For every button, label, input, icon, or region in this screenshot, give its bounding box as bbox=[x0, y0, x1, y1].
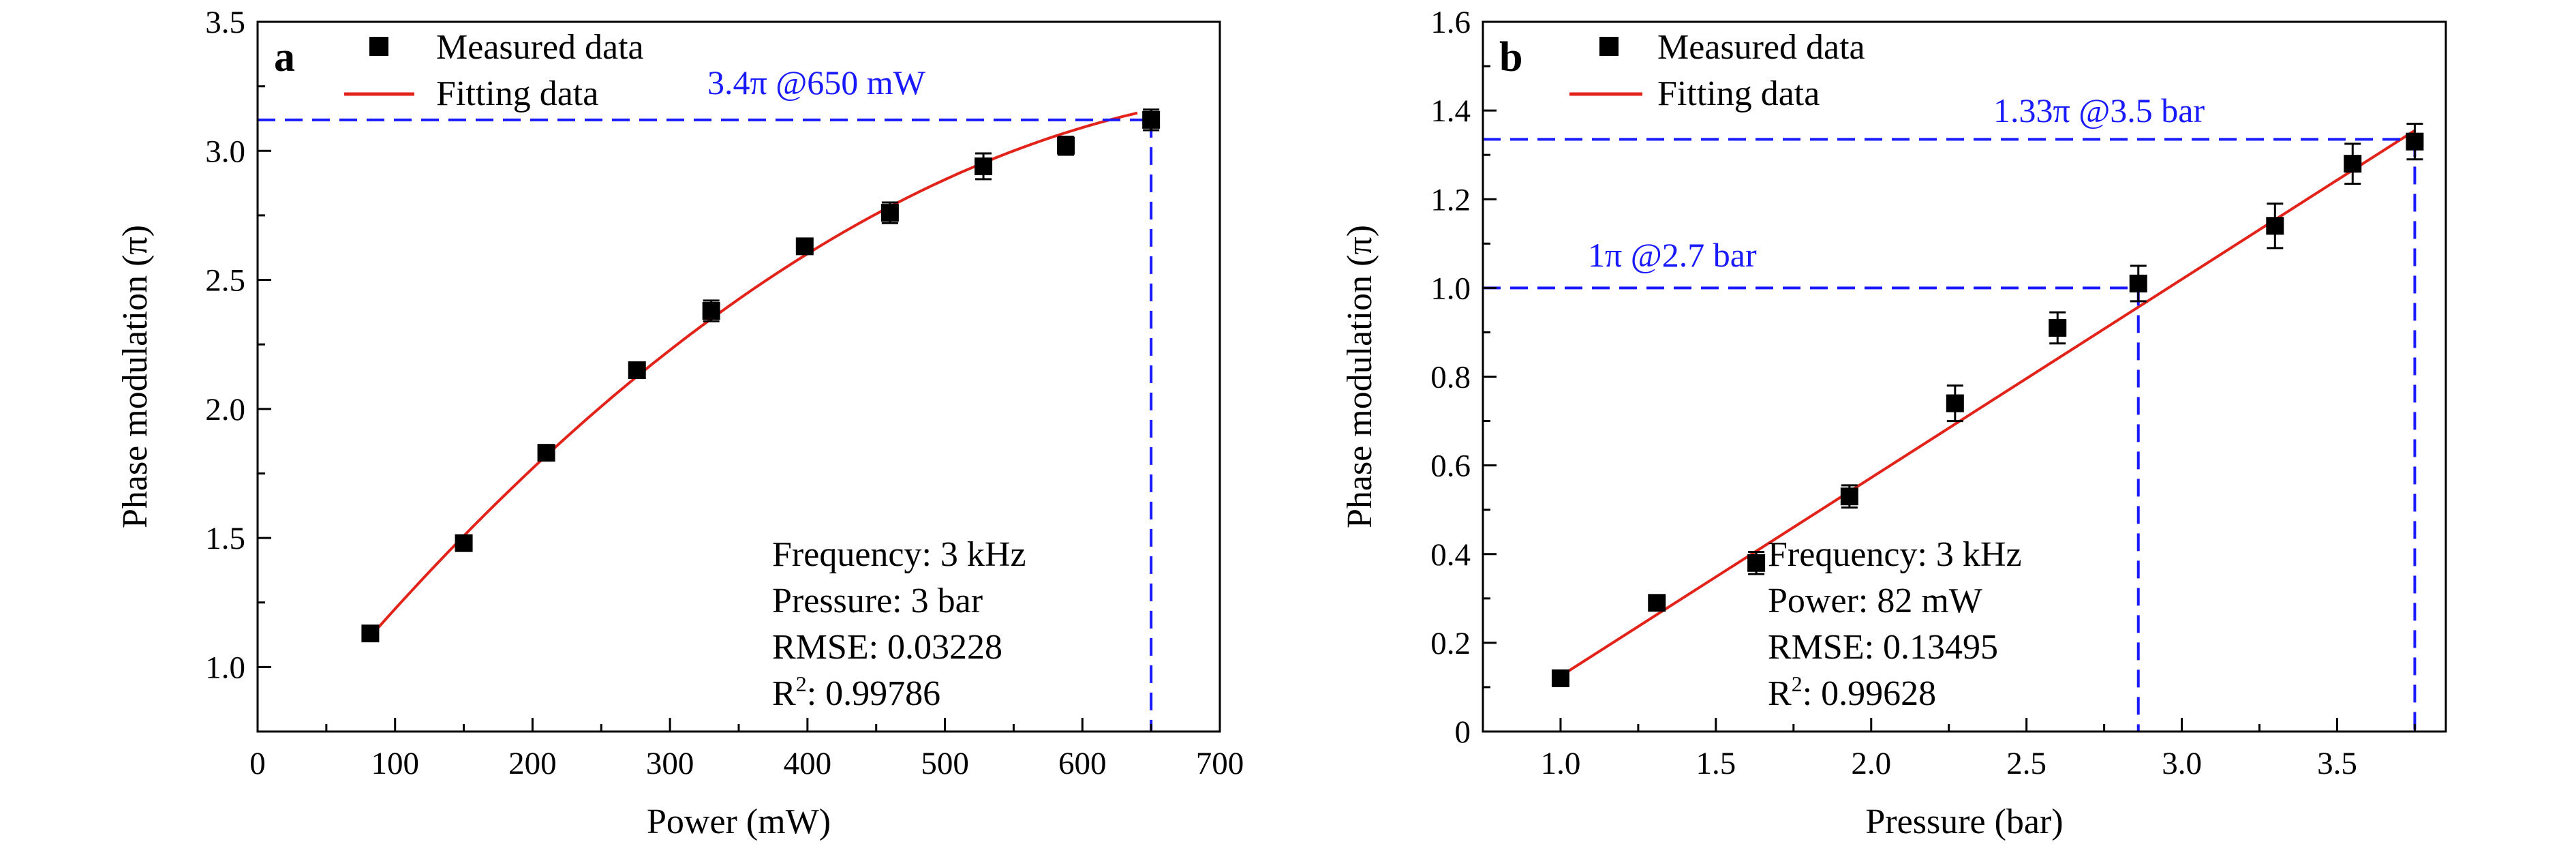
y-tick-label: 2.5 bbox=[205, 263, 245, 299]
panel-b-info-r2: R2: 0.99628 bbox=[1768, 672, 1936, 713]
y-tick-label: 1.0 bbox=[1430, 271, 1471, 306]
panel-a-r2-sup: 2 bbox=[796, 672, 807, 696]
panel-a-axes: 0 100 200 300 400 500 600 700 1.0 1.5 2.0 2.5 3.0 3.5… bbox=[116, 5, 1244, 841]
y-tick-label: 3.0 bbox=[205, 134, 245, 169]
legend-fitting-label: Fitting data bbox=[436, 74, 598, 113]
y-tick-label: 0.6 bbox=[1430, 449, 1471, 484]
x-axis-title: Pressure (bar) bbox=[1865, 802, 2063, 841]
panel-a-info-rmse: RMSE: 0.03228 bbox=[772, 628, 1002, 667]
panel-a-guide-layer bbox=[258, 118, 1153, 732]
panel-b-point-layer bbox=[1551, 123, 2424, 687]
legend-measured-label: Measured data bbox=[436, 28, 644, 67]
legend-measured-marker bbox=[1599, 37, 1619, 56]
plot-frame bbox=[1482, 20, 2447, 733]
data-point bbox=[795, 237, 814, 256]
panel-a-legend: Measured data Fitting data bbox=[344, 28, 644, 113]
x-tick-label: 200 bbox=[508, 746, 557, 781]
data-point bbox=[2266, 217, 2284, 235]
panel-b-info-power: Power: 82 mW bbox=[1768, 582, 1982, 620]
data-point bbox=[2129, 274, 2147, 292]
y-tick-label: 1.2 bbox=[1430, 182, 1471, 217]
data-point bbox=[1747, 554, 1766, 572]
panel-b-r2-value: : 0.99628 bbox=[1803, 674, 1936, 713]
y-tick-label: 1.0 bbox=[205, 650, 245, 685]
data-point bbox=[2406, 132, 2424, 151]
x-tick-label: 500 bbox=[921, 746, 969, 781]
data-point bbox=[2344, 155, 2362, 173]
panel-b: b 1.0 1.5 2.0 2.5 3.0 3.500.20.40.60.81.01.21… bbox=[1340, 5, 2447, 841]
panel-b-legend: Measured data Fitting data bbox=[1569, 28, 1865, 113]
panel-a-info-pressure: Pressure: 3 bar bbox=[772, 582, 983, 620]
data-point bbox=[1551, 669, 1569, 687]
data-point bbox=[1142, 110, 1161, 129]
y-axis-title: Phase modulation (π) bbox=[116, 225, 155, 528]
x-tick-label: 3.5 bbox=[2317, 746, 2357, 781]
panel-a-label: a bbox=[274, 34, 295, 80]
data-point bbox=[1840, 487, 1858, 506]
panel-a-info-r2: R2: 0.99786 bbox=[772, 672, 940, 713]
x-tick-label: 1.5 bbox=[1696, 746, 1736, 781]
x-tick-label: 600 bbox=[1058, 746, 1107, 781]
data-point bbox=[2049, 318, 2067, 337]
panel-a-r2-prefix: R bbox=[772, 674, 796, 713]
panel-b-annotation-2: 1.33π @3.5 bar bbox=[1993, 91, 2205, 130]
y-tick-label: 1.4 bbox=[1430, 93, 1471, 129]
panel-a-r2-value: : 0.99786 bbox=[807, 674, 940, 713]
x-tick-label: 100 bbox=[371, 746, 419, 781]
panel-b-info-rmse: RMSE: 0.13495 bbox=[1768, 628, 1998, 667]
y-tick-label: 0.8 bbox=[1430, 360, 1471, 395]
data-point bbox=[537, 444, 555, 462]
panel-b-annotation-1: 1π @2.7 bar bbox=[1588, 236, 1757, 274]
data-point bbox=[628, 361, 646, 380]
panel-b-r2-prefix: R bbox=[1768, 674, 1792, 713]
x-tick-label: 2.0 bbox=[1851, 746, 1891, 781]
x-tick-label: 3.0 bbox=[2162, 746, 2202, 781]
x-tick-label: 700 bbox=[1196, 746, 1244, 781]
panel-a-point-layer bbox=[361, 108, 1161, 643]
fit-curve bbox=[1559, 129, 2416, 678]
panel-a-annotation: 3.4π @650 mW bbox=[707, 63, 926, 102]
y-axis-title: Phase modulation (π) bbox=[1340, 225, 1379, 528]
y-tick-label: 1.6 bbox=[1430, 5, 1471, 40]
legend-fitting-label: Fitting data bbox=[1657, 74, 1820, 113]
y-tick-label: 3.5 bbox=[205, 5, 245, 40]
panel-b-fit-layer bbox=[1559, 129, 2416, 678]
x-tick-label: 300 bbox=[646, 746, 694, 781]
panel-a-info-frequency: Frequency: 3 kHz bbox=[772, 535, 1026, 574]
data-point bbox=[455, 534, 473, 552]
panel-b-guide-layer bbox=[1483, 138, 2417, 732]
y-tick-label: 2.0 bbox=[205, 392, 245, 427]
x-tick-label: 0 bbox=[249, 746, 266, 781]
panel-b-label: b bbox=[1499, 34, 1522, 80]
panel-a-fit-layer bbox=[369, 111, 1138, 638]
legend-measured-label: Measured data bbox=[1657, 28, 1865, 67]
x-tick-label: 1.0 bbox=[1541, 746, 1581, 781]
data-point bbox=[361, 624, 380, 643]
panel-a-info: Frequency: 3 kHz Pressure: 3 bar RMSE: 0… bbox=[772, 535, 1026, 713]
data-point bbox=[702, 301, 720, 320]
legend-measured-marker bbox=[369, 37, 388, 56]
panel-b-info: Frequency: 3 kHz Power: 82 mW RMSE: 0.13… bbox=[1768, 535, 2022, 713]
data-point bbox=[1057, 136, 1075, 155]
data-point bbox=[1648, 594, 1666, 612]
panel-b-axes: 1.0 1.5 2.0 2.5 3.0 3.5 0 0.2 0.4 0.6 0.8 1.0 1.2 1.4… bbox=[1340, 5, 2447, 841]
data-point bbox=[1946, 394, 1964, 412]
panel-b-r2-sup: 2 bbox=[1792, 672, 1803, 696]
x-axis-title: Power (mW) bbox=[647, 802, 831, 841]
x-tick-label: 2.5 bbox=[2006, 746, 2046, 781]
panel-b-info-frequency: Frequency: 3 kHz bbox=[1768, 535, 2022, 574]
data-point bbox=[975, 157, 993, 175]
y-tick-label: 1.5 bbox=[205, 521, 245, 556]
y-tick-label: 0.4 bbox=[1430, 537, 1471, 573]
y-tick-label: 0 bbox=[1455, 714, 1471, 750]
y-tick-label: 0.2 bbox=[1430, 626, 1471, 661]
x-tick-label: 400 bbox=[784, 746, 832, 781]
data-point bbox=[880, 204, 899, 222]
panel-a: a 0 100 200 300 400 500 600 700 1.0 1.5 2.0 2.5 3.0 3… bbox=[116, 5, 1244, 841]
fit-curve bbox=[369, 111, 1138, 638]
